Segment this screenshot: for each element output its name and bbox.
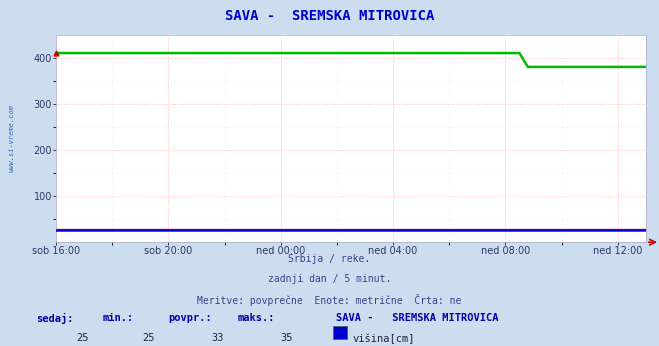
Text: 33: 33 [212,333,224,343]
Text: SAVA -   SREMSKA MITROVICA: SAVA - SREMSKA MITROVICA [336,313,499,323]
Text: zadnji dan / 5 minut.: zadnji dan / 5 minut. [268,274,391,284]
Text: Meritve: povprečne  Enote: metrične  Črta: ne: Meritve: povprečne Enote: metrične Črta:… [197,294,462,307]
Text: SAVA -  SREMSKA MITROVICA: SAVA - SREMSKA MITROVICA [225,9,434,22]
Text: sedaj:: sedaj: [36,313,74,324]
Text: višina[cm]: višina[cm] [353,333,415,344]
Text: Srbija / reke.: Srbija / reke. [289,254,370,264]
Text: maks.:: maks.: [237,313,275,323]
Text: www.si-vreme.com: www.si-vreme.com [9,104,14,172]
Text: min.:: min.: [102,313,133,323]
Text: 25: 25 [76,333,89,343]
Text: povpr.:: povpr.: [168,313,212,323]
Text: 35: 35 [281,333,293,343]
Text: 25: 25 [142,333,155,343]
